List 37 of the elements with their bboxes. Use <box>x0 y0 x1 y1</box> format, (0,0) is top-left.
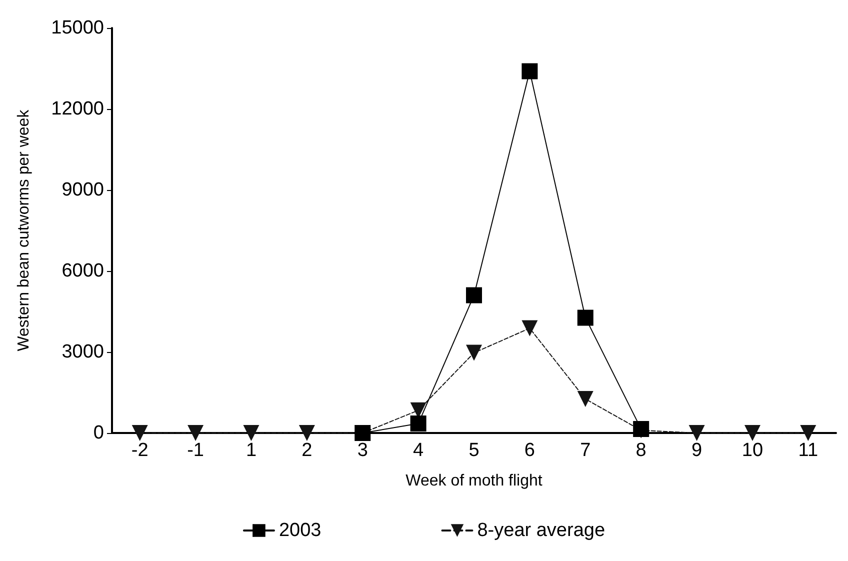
point <box>188 425 204 441</box>
y-tick-label: 6000 <box>62 260 104 282</box>
x-tick-label: 7 <box>580 440 591 461</box>
point <box>688 425 705 441</box>
point <box>298 425 315 441</box>
point <box>800 425 816 441</box>
x-tick-label: 11 <box>798 440 818 461</box>
point <box>132 425 148 441</box>
x-tick-label: 3 <box>357 440 368 461</box>
y-tick-label: 12000 <box>51 98 104 120</box>
x-tick-label: 5 <box>468 440 480 461</box>
x-tick-label: 4 <box>413 440 424 461</box>
point <box>410 416 426 432</box>
x-tick-label: 6 <box>524 440 535 461</box>
y-tick-label: 0 <box>93 422 104 444</box>
x-tick-label: 2 <box>302 440 312 461</box>
legend-label: 8-year average <box>477 520 606 541</box>
y-tick-label: 3000 <box>62 342 104 362</box>
point <box>466 344 482 361</box>
point <box>522 320 538 336</box>
y-tick-label: 9000 <box>62 180 104 200</box>
point <box>744 425 760 441</box>
point <box>243 425 260 441</box>
point <box>522 63 538 80</box>
point <box>466 287 482 304</box>
x-tick-label: 1 <box>246 440 257 461</box>
y-axis-title: Western bean cutworms per week <box>16 108 32 352</box>
x-tick-label: 9 <box>691 440 702 461</box>
x-tick-label: 10 <box>742 440 764 461</box>
point <box>577 390 594 407</box>
point <box>577 310 594 326</box>
x-tick-label: -1 <box>187 440 204 461</box>
x-axis-title: Week of moth flight <box>406 472 543 490</box>
legend-label: 2003 <box>278 520 322 541</box>
x-tick-label: -2 <box>131 440 148 461</box>
y-tick-label: 15000 <box>51 18 104 38</box>
x-tick-label: 8 <box>636 440 646 461</box>
